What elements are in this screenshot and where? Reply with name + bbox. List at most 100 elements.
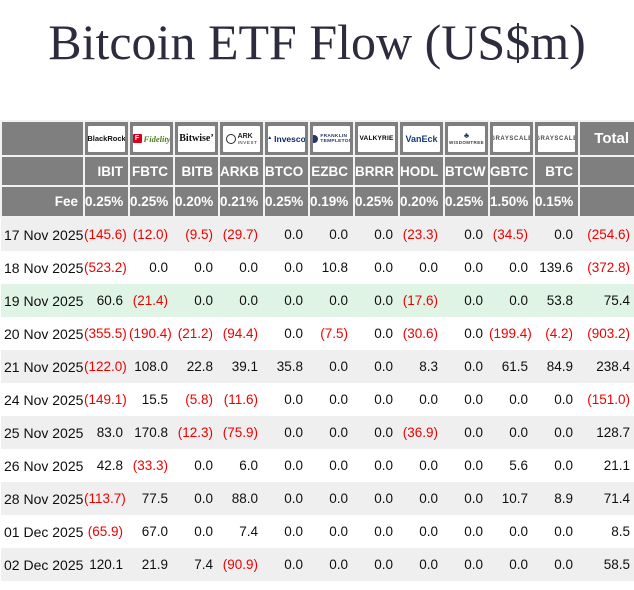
flow-cell: 0.0 bbox=[284, 557, 303, 572]
flow-cell: 0.0 bbox=[464, 458, 483, 473]
table-row: 26 Nov 2025 42.8 (33.3) 0.0 6.0 0.0 0.0 0.0 0.0 0… bbox=[1, 449, 634, 482]
ticker-header-BTCW: BTCW bbox=[443, 155, 490, 187]
date-column-subheader bbox=[0, 155, 85, 187]
flow-cell: 0.0 bbox=[464, 359, 483, 374]
total-cell: (372.8) bbox=[587, 260, 630, 275]
flow-cell: 0.0 bbox=[194, 293, 213, 308]
table-row: 17 Nov 2025 (145.6) (12.0) (9.5) (29.7) 0.0 0.… bbox=[1, 217, 634, 251]
flow-cell: 0.0 bbox=[284, 227, 303, 242]
flow-cell: 0.0 bbox=[374, 260, 393, 275]
flow-cell: 0.0 bbox=[329, 392, 348, 407]
flow-cell: 77.5 bbox=[141, 491, 168, 506]
flow-cell: 67.0 bbox=[141, 524, 168, 539]
ticker-header-HODL: HODL bbox=[398, 155, 445, 187]
flow-cell: 7.4 bbox=[239, 524, 258, 539]
bitwise-wordmark: Bitwiseʼ bbox=[179, 133, 214, 144]
flow-cell: 0.0 bbox=[509, 392, 528, 407]
ticker-header-EZBC: EZBC bbox=[308, 155, 355, 187]
total-cell: (254.6) bbox=[587, 227, 630, 242]
blackrock-logo: BlackRock bbox=[88, 125, 125, 152]
flow-cell: 0.0 bbox=[149, 260, 168, 275]
table-row: 21 Nov 2025 (122.0) 108.0 22.8 39.1 35.8 0.0 0.… bbox=[1, 350, 634, 383]
flow-cell: (12.3) bbox=[177, 425, 213, 440]
total-cell: (151.0) bbox=[587, 392, 630, 407]
flow-cell: 0.0 bbox=[419, 491, 438, 506]
total-column-header: Total bbox=[578, 120, 634, 157]
flow-cell: (33.3) bbox=[132, 458, 168, 473]
flow-cell: 0.0 bbox=[554, 425, 573, 440]
flow-cell: 0.0 bbox=[509, 293, 528, 308]
fee-row-label: Fee bbox=[0, 185, 85, 218]
flow-cell: 0.0 bbox=[554, 524, 573, 539]
valkyrie-logo: VALKYRIE bbox=[358, 125, 395, 152]
flow-cell: (65.9) bbox=[87, 524, 123, 539]
flow-cell: 0.0 bbox=[509, 260, 528, 275]
fidelity-header: F Fidelity bbox=[128, 120, 175, 157]
flow-cell: 6.0 bbox=[239, 458, 258, 473]
table-row: 19 Nov 2025 60.6 (21.4) 0.0 0.0 0.0 0.0 0.0 (17.… bbox=[1, 284, 634, 317]
flow-cell: (94.4) bbox=[222, 326, 258, 341]
fee-cell-BRRR: 0.25% bbox=[353, 185, 400, 218]
franklin-templeton-logo: FRANKLIN TEMPLETON bbox=[313, 125, 350, 152]
fidelity-logo: F Fidelity bbox=[133, 125, 170, 152]
invesco-wordmark: Invesco bbox=[274, 133, 305, 144]
flow-cell: (21.4) bbox=[132, 293, 168, 308]
wisdomtree-wordmark: WISDOMTREE bbox=[449, 140, 484, 145]
flow-cell: 0.0 bbox=[374, 425, 393, 440]
flow-cell: 10.7 bbox=[501, 491, 528, 506]
flow-cell: 108.0 bbox=[134, 359, 168, 374]
flow-cell: 0.0 bbox=[464, 491, 483, 506]
flow-cell: 0.0 bbox=[464, 392, 483, 407]
total-cell: (903.2) bbox=[587, 326, 630, 341]
total-cell: 71.4 bbox=[603, 491, 630, 506]
date-cell: 02 Dec 2025 bbox=[4, 556, 84, 573]
flow-cell: 53.8 bbox=[546, 293, 573, 308]
flow-cell: 0.0 bbox=[509, 524, 528, 539]
vaneck-logo: VanEck bbox=[403, 125, 440, 152]
date-cell: 17 Nov 2025 bbox=[4, 226, 84, 243]
flow-cell: 0.0 bbox=[464, 293, 483, 308]
ark-invest-header: ARK INVEST bbox=[218, 120, 265, 157]
grayscale-wordmark: GRAYSCALE bbox=[493, 135, 530, 142]
flow-cell: 0.0 bbox=[554, 392, 573, 407]
flow-cell: 5.6 bbox=[509, 458, 528, 473]
flow-cell: 0.0 bbox=[284, 524, 303, 539]
page-title: Bitcoin ETF Flow (US$m) bbox=[48, 14, 586, 70]
flow-cell: 60.6 bbox=[96, 293, 123, 308]
flow-cell: 0.0 bbox=[464, 524, 483, 539]
table-row: 24 Nov 2025 (149.1) 15.5 (5.8) (11.6) 0.0 0.0 0… bbox=[1, 383, 634, 416]
flow-cell: (7.5) bbox=[320, 326, 348, 341]
flow-cell: 0.0 bbox=[329, 491, 348, 506]
franklin-head-icon bbox=[313, 134, 319, 143]
blackrock-wordmark: BlackRock bbox=[88, 134, 125, 143]
flow-cell: 84.9 bbox=[546, 359, 573, 374]
fee-cell-ARKB: 0.21% bbox=[218, 185, 265, 218]
flow-cell: (4.2) bbox=[545, 326, 573, 341]
flow-cell: 83.0 bbox=[96, 425, 123, 440]
flow-cell: 39.1 bbox=[231, 359, 258, 374]
flow-cell: 0.0 bbox=[374, 491, 393, 506]
flow-cell: 15.5 bbox=[141, 392, 168, 407]
flow-cell: 10.8 bbox=[321, 260, 348, 275]
flow-cell: 0.0 bbox=[239, 293, 258, 308]
invesco-triangle-icon: ▲ bbox=[268, 135, 273, 141]
flow-cell: 0.0 bbox=[464, 260, 483, 275]
grayscale-header: GRAYSCALE bbox=[533, 120, 580, 157]
flow-cell: (21.2) bbox=[177, 326, 213, 341]
flow-cell: 0.0 bbox=[284, 293, 303, 308]
fidelity-wordmark: Fidelity bbox=[143, 133, 170, 144]
valkyrie-wordmark: VALKYRIE bbox=[359, 135, 394, 142]
fee-total-cell bbox=[578, 185, 634, 218]
flow-cell: 7.4 bbox=[194, 557, 213, 572]
fee-cell-HODL: 0.20% bbox=[398, 185, 445, 218]
flow-cell: (113.7) bbox=[84, 491, 126, 506]
flow-cell: (12.0) bbox=[132, 227, 168, 242]
date-cell: 18 Nov 2025 bbox=[4, 259, 84, 276]
flow-cell: (199.4) bbox=[489, 326, 532, 341]
flow-cell: 0.0 bbox=[284, 392, 303, 407]
invesco-header: ▲ Invesco bbox=[263, 120, 310, 157]
flow-cell: 120.1 bbox=[89, 557, 123, 572]
fee-cell-FBTC: 0.25% bbox=[128, 185, 175, 218]
fidelity-f-icon: F bbox=[133, 134, 142, 143]
flow-cell: 0.0 bbox=[419, 392, 438, 407]
